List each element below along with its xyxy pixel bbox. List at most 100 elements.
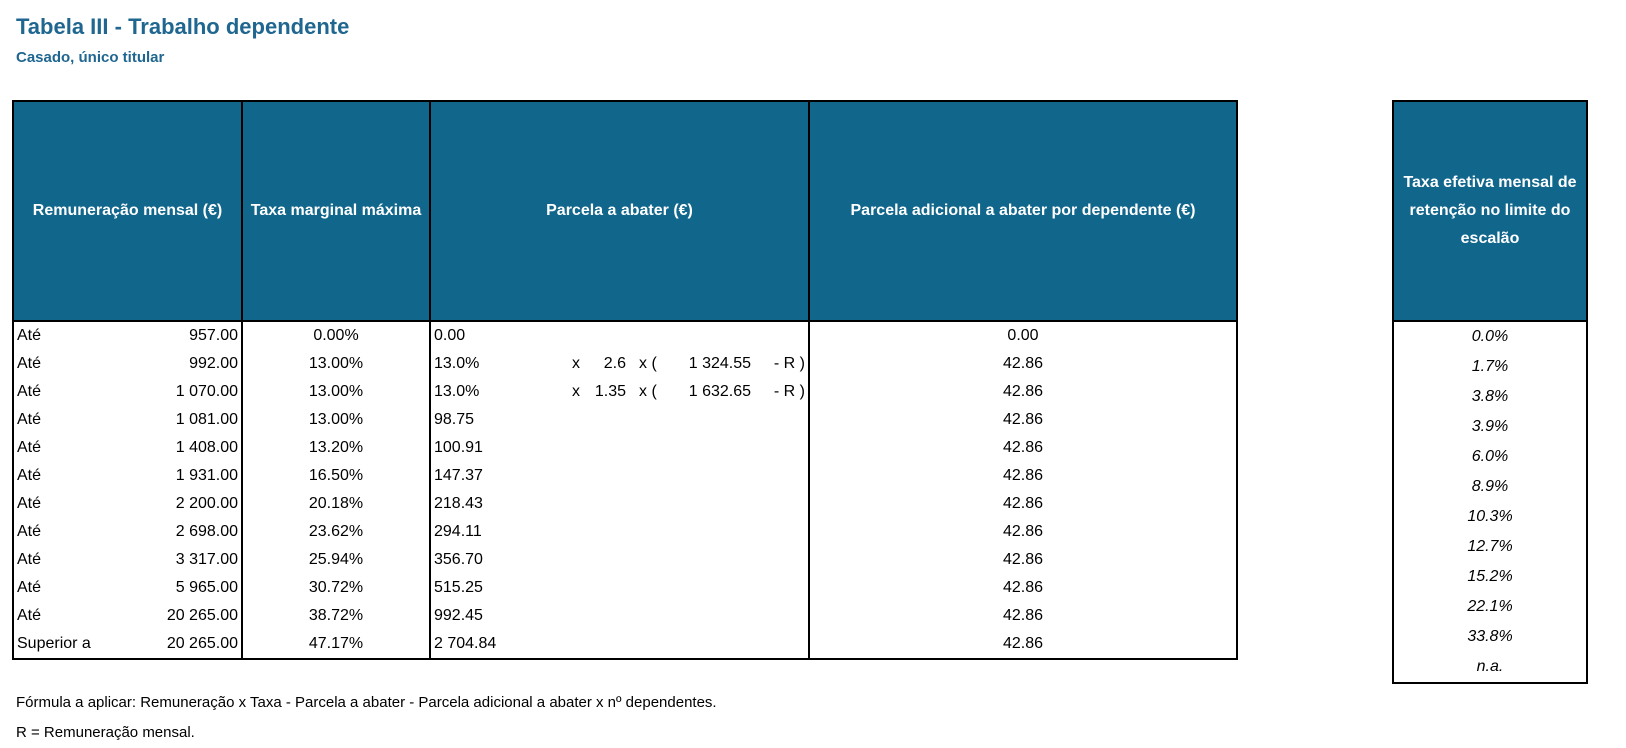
effective-rate-row: 0.0% [1392, 321, 1588, 352]
row-adicional: 0.00 [809, 321, 1238, 350]
row-formula-open [629, 546, 668, 574]
row-formula-op: x [572, 355, 580, 372]
row-formula-op [537, 406, 583, 434]
row-formula-op [537, 630, 583, 660]
effective-rate-row: 15.2% [1392, 562, 1588, 592]
row-efetiva: 22.1% [1392, 592, 1588, 622]
row-formula-close [754, 602, 810, 630]
row-formula-factor [583, 490, 629, 518]
row-efetiva: 6.0% [1392, 442, 1588, 472]
row-label: Até [12, 490, 105, 518]
row-formula-op [537, 602, 583, 630]
header-parcela: Parcela a abater (€) [429, 100, 810, 322]
row-remuneracao: 5 965.00 [105, 574, 243, 602]
table-row: Até 1 408.00 13.20% 100.91 42.86 [12, 434, 1238, 462]
table-row: Até 3 317.00 25.94% 356.70 42.86 [12, 546, 1238, 574]
row-efetiva: 33.8% [1392, 622, 1588, 652]
row-adicional: 42.86 [809, 378, 1238, 406]
note-r: R = Remuneração mensal. [16, 724, 195, 741]
row-formula-amount: 1 324.55 [688, 355, 751, 372]
header-taxa: Taxa marginal máxima [241, 100, 431, 322]
table-row: Até 957.00 0.00% 0.00 0.00 [12, 321, 1238, 350]
row-parcela: 992.45 [434, 607, 483, 624]
row-taxa: 13.00% [242, 350, 431, 378]
row-adicional: 42.86 [809, 406, 1238, 434]
row-efetiva: 3.8% [1392, 382, 1588, 412]
row-formula-op [537, 434, 583, 462]
row-formula-op [537, 518, 583, 546]
header-adicional: Parcela adicional a abater por dependent… [808, 100, 1238, 322]
effective-rate-row: 33.8% [1392, 622, 1588, 652]
row-formula-close [754, 574, 810, 602]
row-taxa: 23.62% [242, 518, 431, 546]
row-formula-op [537, 574, 583, 602]
row-taxa: 13.00% [242, 378, 431, 406]
row-parcela: 13.0% [434, 383, 480, 400]
row-adicional: 42.86 [809, 630, 1238, 660]
row-formula-op [537, 462, 583, 490]
note-formula: Fórmula a aplicar: Remuneração x Taxa - … [16, 694, 717, 711]
table-row: Até 5 965.00 30.72% 515.25 42.86 [12, 574, 1238, 602]
row-formula-open [629, 490, 668, 518]
row-parcela: 0.00 [434, 327, 466, 344]
row-formula-amount [668, 602, 754, 630]
row-formula-open [629, 574, 668, 602]
row-adicional: 42.86 [809, 574, 1238, 602]
table-row: Até 992.00 13.00% 13.0% x 2.6 x (1 324.55- R )… [12, 350, 1238, 378]
row-taxa: 30.72% [242, 574, 431, 602]
row-formula-open [629, 602, 668, 630]
row-parcela: 100.91 [434, 439, 483, 456]
row-label: Até [12, 462, 105, 490]
table-row: Superior a 20 265.00 47.17% 2 704.84 42.86 [12, 630, 1238, 660]
row-formula-close [754, 406, 810, 434]
table-row: Até 1 931.00 16.50% 147.37 42.86 [12, 462, 1238, 490]
row-formula-factor [583, 630, 629, 660]
row-formula-amount [668, 518, 754, 546]
row-label: Até [12, 602, 105, 630]
table-row: Até 2 698.00 23.62% 294.11 42.86 [12, 518, 1238, 546]
row-parcela: 2 704.84 [430, 630, 537, 660]
row-formula-op [537, 490, 583, 518]
table-body: Até 957.00 0.00% 0.00 0.00 Até 992.00 13.00% 13.… [12, 321, 1238, 660]
row-remuneracao: 20 265.00 [105, 602, 243, 630]
row-formula-op [537, 546, 583, 574]
row-label: Até [12, 406, 105, 434]
effective-rate-row: 6.0% [1392, 442, 1588, 472]
row-taxa: 25.94% [242, 546, 431, 574]
row-adicional: 42.86 [809, 546, 1238, 574]
row-remuneracao: 20 265.00 [105, 630, 243, 660]
row-taxa: 16.50% [242, 462, 431, 490]
row-parcela: 218.43 [434, 495, 483, 512]
row-taxa: 0.00% [242, 321, 431, 350]
row-taxa: 47.17% [242, 630, 431, 660]
row-formula-amount [668, 406, 754, 434]
withholding-table: Remuneração mensal (€) Taxa marginal máx… [12, 100, 1238, 660]
row-label: Superior a [12, 630, 105, 660]
row-remuneracao: 1 081.00 [105, 406, 243, 434]
row-parcela: 294.11 [434, 523, 482, 540]
effective-rate-row: 1.7% [1392, 352, 1588, 382]
row-efetiva: 12.7% [1392, 532, 1588, 562]
row-formula-open [629, 406, 668, 434]
row-remuneracao: 2 200.00 [105, 490, 243, 518]
row-adicional: 42.86 [809, 490, 1238, 518]
row-formula-close [754, 434, 810, 462]
row-formula-close [754, 490, 810, 518]
row-efetiva: 0.0% [1392, 321, 1588, 352]
row-formula-amount [668, 490, 754, 518]
row-formula-amount [668, 546, 754, 574]
notes: Fórmula a aplicar: Remuneração x Taxa - … [16, 688, 717, 748]
row-formula-open [629, 321, 668, 350]
table-row: Até 20 265.00 38.72% 992.45 42.86 [12, 602, 1238, 630]
row-adicional: 42.86 [809, 434, 1238, 462]
row-label: Até [12, 574, 105, 602]
row-efetiva: 15.2% [1392, 562, 1588, 592]
row-parcela: 515.25 [434, 579, 483, 596]
effective-rate-row: 10.3% [1392, 502, 1588, 532]
row-formula-op: x [572, 383, 580, 400]
row-efetiva: 1.7% [1392, 352, 1588, 382]
row-taxa: 13.00% [242, 406, 431, 434]
row-formula-open: x ( [639, 383, 657, 400]
row-label: Até [12, 546, 105, 574]
row-efetiva: 8.9% [1392, 472, 1588, 502]
